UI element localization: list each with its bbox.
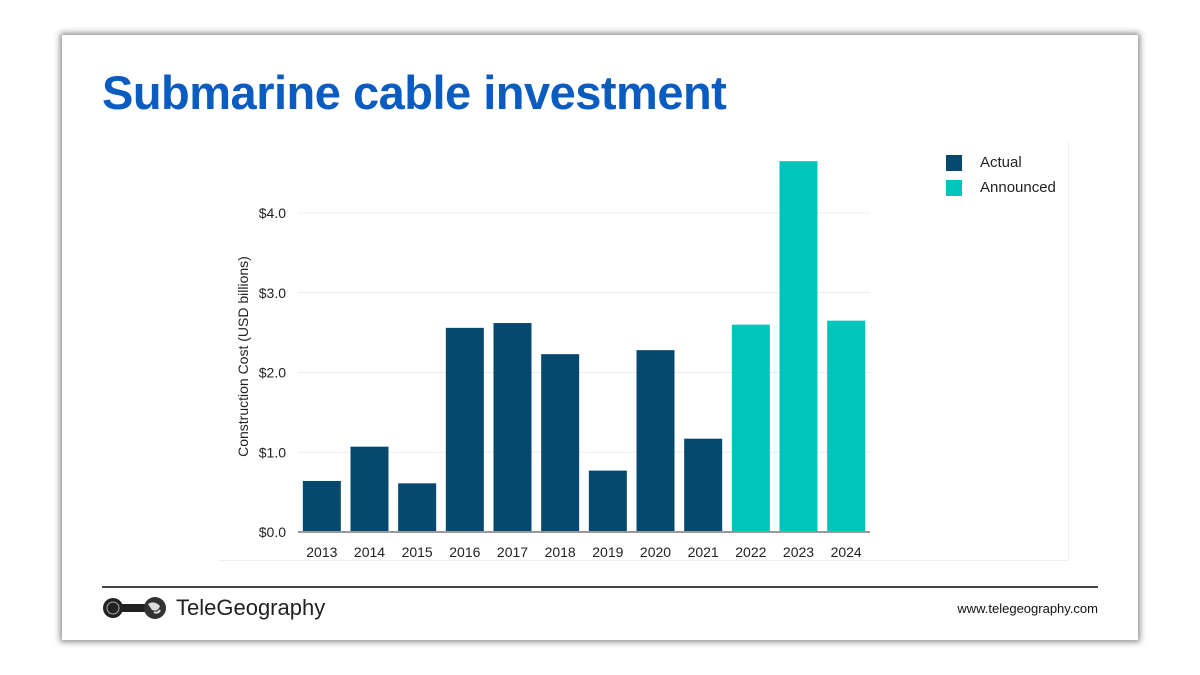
x-tick-label: 2015 <box>402 544 433 560</box>
slide: Submarine cable investment $0.0 $1.0 $2.0 $… <box>62 35 1138 640</box>
bar-actual-2021 <box>684 438 723 532</box>
bar-actual-2018 <box>541 354 580 532</box>
x-tick-label: 2021 <box>688 544 719 560</box>
x-tick-label: 2018 <box>545 544 576 560</box>
x-tick-label: 2014 <box>354 544 385 560</box>
legend-item-announced: Announced <box>946 175 1056 200</box>
legend: Actual Announced <box>946 150 1056 200</box>
y-tick-label: $3.0 <box>259 285 286 301</box>
y-axis-label: Construction Cost (USD billions) <box>235 256 251 457</box>
x-tick-label: 2022 <box>735 544 766 560</box>
y-tick-label: $4.0 <box>259 205 286 221</box>
legend-swatch-announced <box>946 179 962 196</box>
brand-name: TeleGeography <box>176 595 326 620</box>
bar-actual-2020 <box>636 350 675 532</box>
bar-actual-2014 <box>350 446 389 532</box>
x-tick-label: 2024 <box>831 544 862 560</box>
x-tick-label: 2023 <box>783 544 814 560</box>
y-tick-label: $1.0 <box>259 444 286 460</box>
legend-label: Announced <box>980 179 1056 196</box>
legend-label: Actual <box>980 154 1022 171</box>
bar-announced-2023 <box>779 161 818 532</box>
x-tick-label: 2019 <box>592 544 623 560</box>
bar-actual-2013 <box>302 480 341 532</box>
bar-actual-2017 <box>493 323 532 532</box>
x-tick-label: 2016 <box>449 544 480 560</box>
telegeography-logo: TeleGeography <box>102 595 325 621</box>
legend-item-actual: Actual <box>946 150 1056 175</box>
bar-actual-2019 <box>588 470 627 532</box>
page-title: Submarine cable investment <box>102 66 727 119</box>
x-tick-label: 2017 <box>497 544 528 560</box>
globe-cable-icon <box>103 597 166 619</box>
x-tick-label: 2013 <box>306 544 337 560</box>
y-tick-label: $0.0 <box>259 524 286 540</box>
divider <box>102 586 1098 588</box>
bar-actual-2016 <box>445 327 484 532</box>
x-tick-label: 2020 <box>640 544 671 560</box>
website-url[interactable]: www.telegeography.com <box>957 601 1098 616</box>
bar-actual-2015 <box>398 483 437 532</box>
bar-announced-2022 <box>731 324 770 532</box>
chart: $0.0 $1.0 $2.0 $3.0 $4.0 Construction Cost (U… <box>218 140 1069 561</box>
y-tick-label: $2.0 <box>259 365 286 381</box>
legend-swatch-actual <box>946 154 962 171</box>
bar-announced-2024 <box>827 320 866 532</box>
bar-chart: $0.0 $1.0 $2.0 $3.0 $4.0 Construction Cost (U… <box>235 161 870 560</box>
